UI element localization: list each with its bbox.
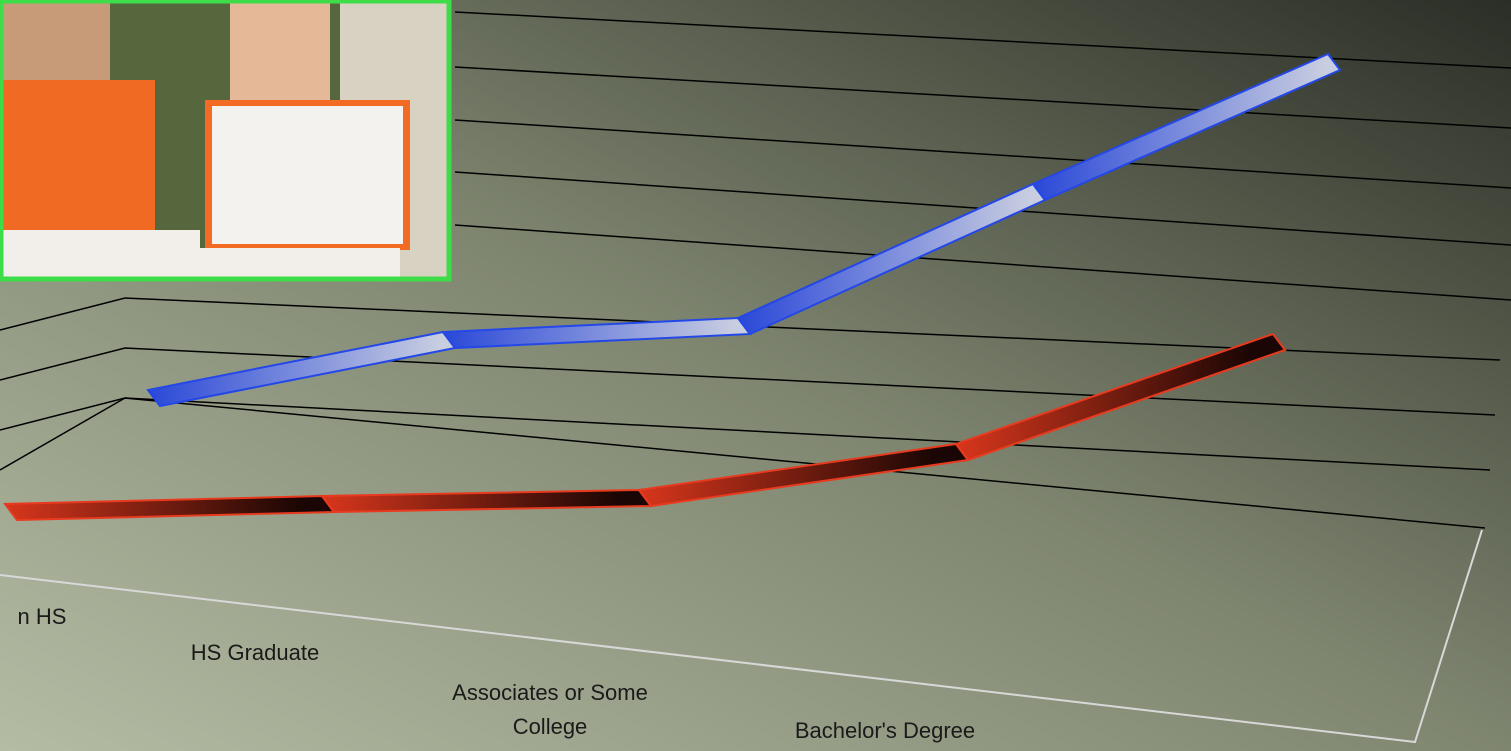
wall-lines <box>0 11 1511 529</box>
x-tick-label: Associates or Some College <box>452 680 648 739</box>
x-tick-label: n HS <box>17 604 67 629</box>
floor-edges <box>0 529 1483 744</box>
x-tick-label: HS Graduate <box>190 640 320 665</box>
ribbon-segment <box>954 332 1287 462</box>
x-tick-label: Bachelor's Degree <box>794 718 976 743</box>
ribbon-segment <box>1031 52 1342 202</box>
photo <box>0 0 452 282</box>
